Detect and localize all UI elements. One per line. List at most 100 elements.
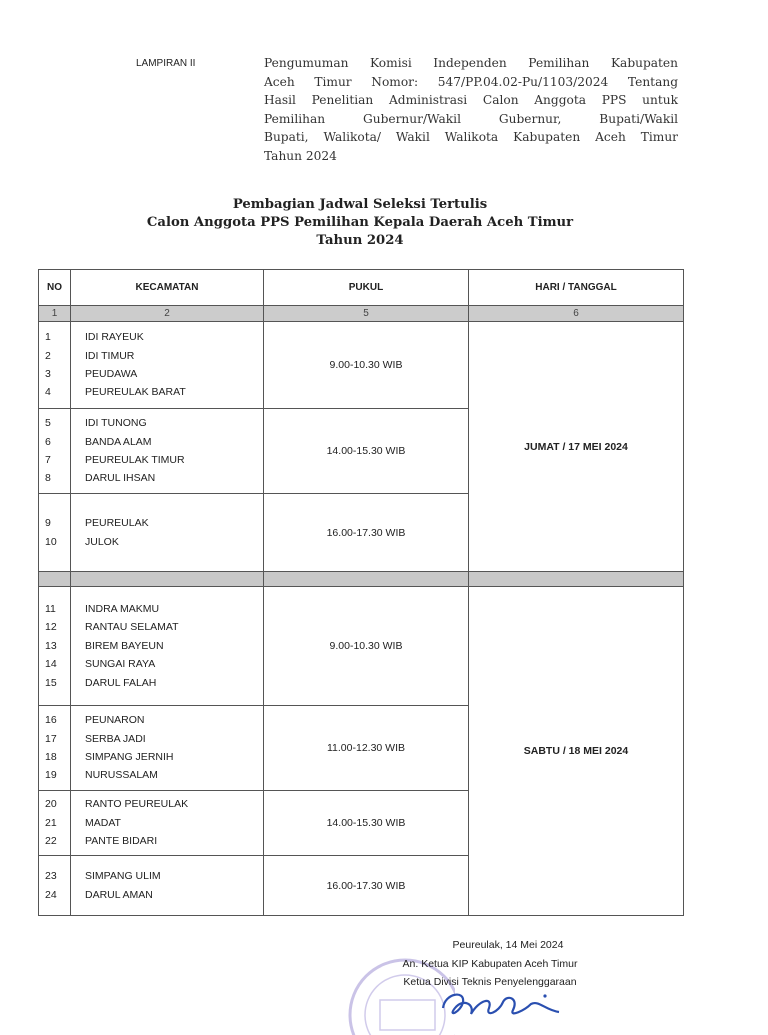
kecamatan-name: DARUL FALAH <box>85 676 157 689</box>
kecamatan-name: DARUL AMAN <box>85 888 153 901</box>
row-number: 3 <box>45 368 51 380</box>
schedule-group-row: 9 10 PEUREULAK JULOK 16.00-17.30 WIB <box>38 493 684 572</box>
header-pukul: PUKUL <box>263 269 469 306</box>
kecamatan-cell: INDRA MAKMU RANTAU SELAMAT BIREM BAYEUN SUN… <box>70 586 264 706</box>
intro-line: Aceh Timur Nomor: 547/PP.04.02-Pu/1103/2… <box>264 74 678 89</box>
signer-division: Ketua Divisi Teknis Penyelenggaraan <box>403 976 577 988</box>
kecamatan-cell: PEUREULAK JULOK <box>70 493 264 572</box>
kecamatan-name: NURUSSALAM <box>85 769 158 782</box>
header-row: NO KECAMATAN PUKUL HARI / TANGGAL <box>38 269 684 306</box>
index-cell: 6 <box>468 305 684 322</box>
document-title: Pembagian Jadwal Seleksi Tertulis Calon … <box>120 196 600 250</box>
kecamatan-name: BIREM BAYEUN <box>85 639 164 652</box>
index-cell: 5 <box>263 305 469 322</box>
time-cell: 16.00-17.30 WIB <box>263 855 469 916</box>
row-number: 5 <box>45 417 51 430</box>
schedule-table: NO KECAMATAN PUKUL HARI / TANGGAL 1 2 5 … <box>38 269 684 916</box>
numbers-cell: 9 10 <box>38 493 71 572</box>
intro-line: Bupati, Walikota/ Wakil Walikota Kabupat… <box>264 130 678 145</box>
index-cell: 2 <box>70 305 264 322</box>
schedule-group-row: 11 12 13 14 15 INDRA MAKMU RANTAU SELAMAT BIREM… <box>38 586 684 916</box>
row-number: 23 <box>45 870 57 883</box>
day-date-cell: JUMAT / 17 MEI 2024 <box>468 321 684 572</box>
row-number: 17 <box>45 732 57 745</box>
row-number: 8 <box>45 472 51 485</box>
numbers-cell: 16 17 18 19 <box>38 705 71 791</box>
kecamatan-name: SERBA JADI <box>85 732 146 745</box>
kecamatan-name: RANTAU SELAMAT <box>85 621 179 634</box>
row-number: 1 <box>45 331 51 344</box>
place-date: Peureulak, 14 Mei 2024 <box>452 939 564 951</box>
intro-paragraph: Pengumuman Komisi Independen Pemilihan K… <box>264 54 678 166</box>
kecamatan-cell: PEUNARON SERBA JADI SIMPANG JERNIH NURUSSAL… <box>70 705 264 791</box>
separator-cell <box>263 571 469 587</box>
row-number: 4 <box>45 386 51 399</box>
row-number: 18 <box>45 751 57 763</box>
numbers-cell: 23 24 <box>38 855 71 916</box>
row-number: 15 <box>45 676 57 689</box>
row-number: 16 <box>45 714 57 727</box>
signature-block: Peureulak, 14 Mei 2024 An. Ketua KIP Kab… <box>370 936 610 992</box>
kecamatan-name: JULOK <box>85 535 119 548</box>
header-no: NO <box>38 269 71 306</box>
header-hari-tanggal: HARI / TANGGAL <box>468 269 684 306</box>
time-cell: 16.00-17.30 WIB <box>263 493 469 572</box>
row-number: 7 <box>45 454 51 466</box>
numbers-cell: 1 2 3 4 <box>38 321 71 409</box>
row-number: 2 <box>45 349 51 362</box>
title-line: Calon Anggota PPS Pemilihan Kepala Daera… <box>146 215 574 230</box>
kecamatan-name: PEUREULAK TIMUR <box>85 454 185 466</box>
title-line: Tahun 2024 <box>316 233 404 248</box>
kecamatan-name: DARUL IHSAN <box>85 472 156 485</box>
kecamatan-name: SUNGAI RAYA <box>85 658 156 671</box>
kecamatan-name: BANDA ALAM <box>85 435 152 448</box>
row-number: 6 <box>45 435 51 448</box>
handwritten-signature <box>441 993 560 1015</box>
kecamatan-cell: RANTO PEUREULAK MADAT PANTE BIDARI <box>70 790 264 856</box>
numbers-cell: 11 12 13 14 15 <box>38 586 71 706</box>
time-cell: 9.00-10.30 WIB <box>263 321 469 409</box>
kecamatan-name: RANTO PEUREULAK <box>85 798 189 811</box>
time-cell: 14.00-15.30 WIB <box>263 408 469 494</box>
signer-title: An. Ketua KIP Kabupaten Aceh Timur <box>402 957 578 970</box>
header-kecamatan: KECAMATAN <box>70 269 264 306</box>
row-number: 22 <box>45 835 57 848</box>
kecamatan-name: IDI TIMUR <box>85 349 135 362</box>
row-number: 14 <box>45 658 57 671</box>
separator-row <box>38 571 684 587</box>
column-index-row: 1 2 5 6 <box>38 305 684 322</box>
kecamatan-name: PEUDAWA <box>85 368 138 380</box>
schedule-group-row: 1 2 3 4 IDI RAYEUK IDI TIMUR PEUDAWA PEUREULAK … <box>38 321 684 572</box>
intro-line: Pengumuman Komisi Independen Pemilihan K… <box>264 56 678 70</box>
kecamatan-name: SIMPANG ULIM <box>85 870 161 883</box>
intro-line: Hasil Penelitian Administrasi Calon Angg… <box>264 93 678 108</box>
separator-cell <box>38 571 71 587</box>
row-number: 21 <box>45 816 57 829</box>
kecamatan-cell: IDI TUNONG BANDA ALAM PEUREULAK TIMUR DARUL… <box>70 408 264 494</box>
row-number: 11 <box>45 602 56 615</box>
kecamatan-name: IDI TUNONG <box>85 417 147 430</box>
schedule-group-row: 16 17 18 19 PEUNARON SERBA JADI SIMPANG JERNIH… <box>38 705 684 791</box>
numbers-cell: 5 6 7 8 <box>38 408 71 494</box>
row-number: 12 <box>45 621 57 634</box>
kecamatan-name: MADAT <box>85 816 121 829</box>
row-number: 13 <box>45 639 57 652</box>
row-number: 24 <box>45 888 57 901</box>
kecamatan-name: PEUREULAK BARAT <box>85 386 186 399</box>
index-cell: 1 <box>38 305 71 322</box>
kecamatan-cell: SIMPANG ULIM DARUL AMAN <box>70 855 264 916</box>
day-date-cell: SABTU / 18 MEI 2024 <box>468 586 684 916</box>
numbers-cell: 20 21 22 <box>38 790 71 856</box>
kecamatan-name: SIMPANG JERNIH <box>85 751 174 763</box>
intro-line: Pemilihan Gubernur/Wakil Gubernur, Bupat… <box>264 111 678 126</box>
separator-cell <box>70 571 264 587</box>
kecamatan-cell: IDI RAYEUK IDI TIMUR PEUDAWA PEUREULAK BARA… <box>70 321 264 409</box>
kecamatan-name: PEUNARON <box>85 714 145 727</box>
row-number: 19 <box>45 769 57 782</box>
lampiran-label: LAMPIRAN II <box>136 58 196 69</box>
schedule-group-row: 23 24 SIMPANG ULIM DARUL AMAN 16.00-17.30 WI… <box>38 855 684 916</box>
row-number: 20 <box>45 798 57 811</box>
intro-line: Tahun 2024 <box>264 148 337 163</box>
time-cell: 9.00-10.30 WIB <box>263 586 469 706</box>
kecamatan-name: PANTE BIDARI <box>85 835 158 848</box>
